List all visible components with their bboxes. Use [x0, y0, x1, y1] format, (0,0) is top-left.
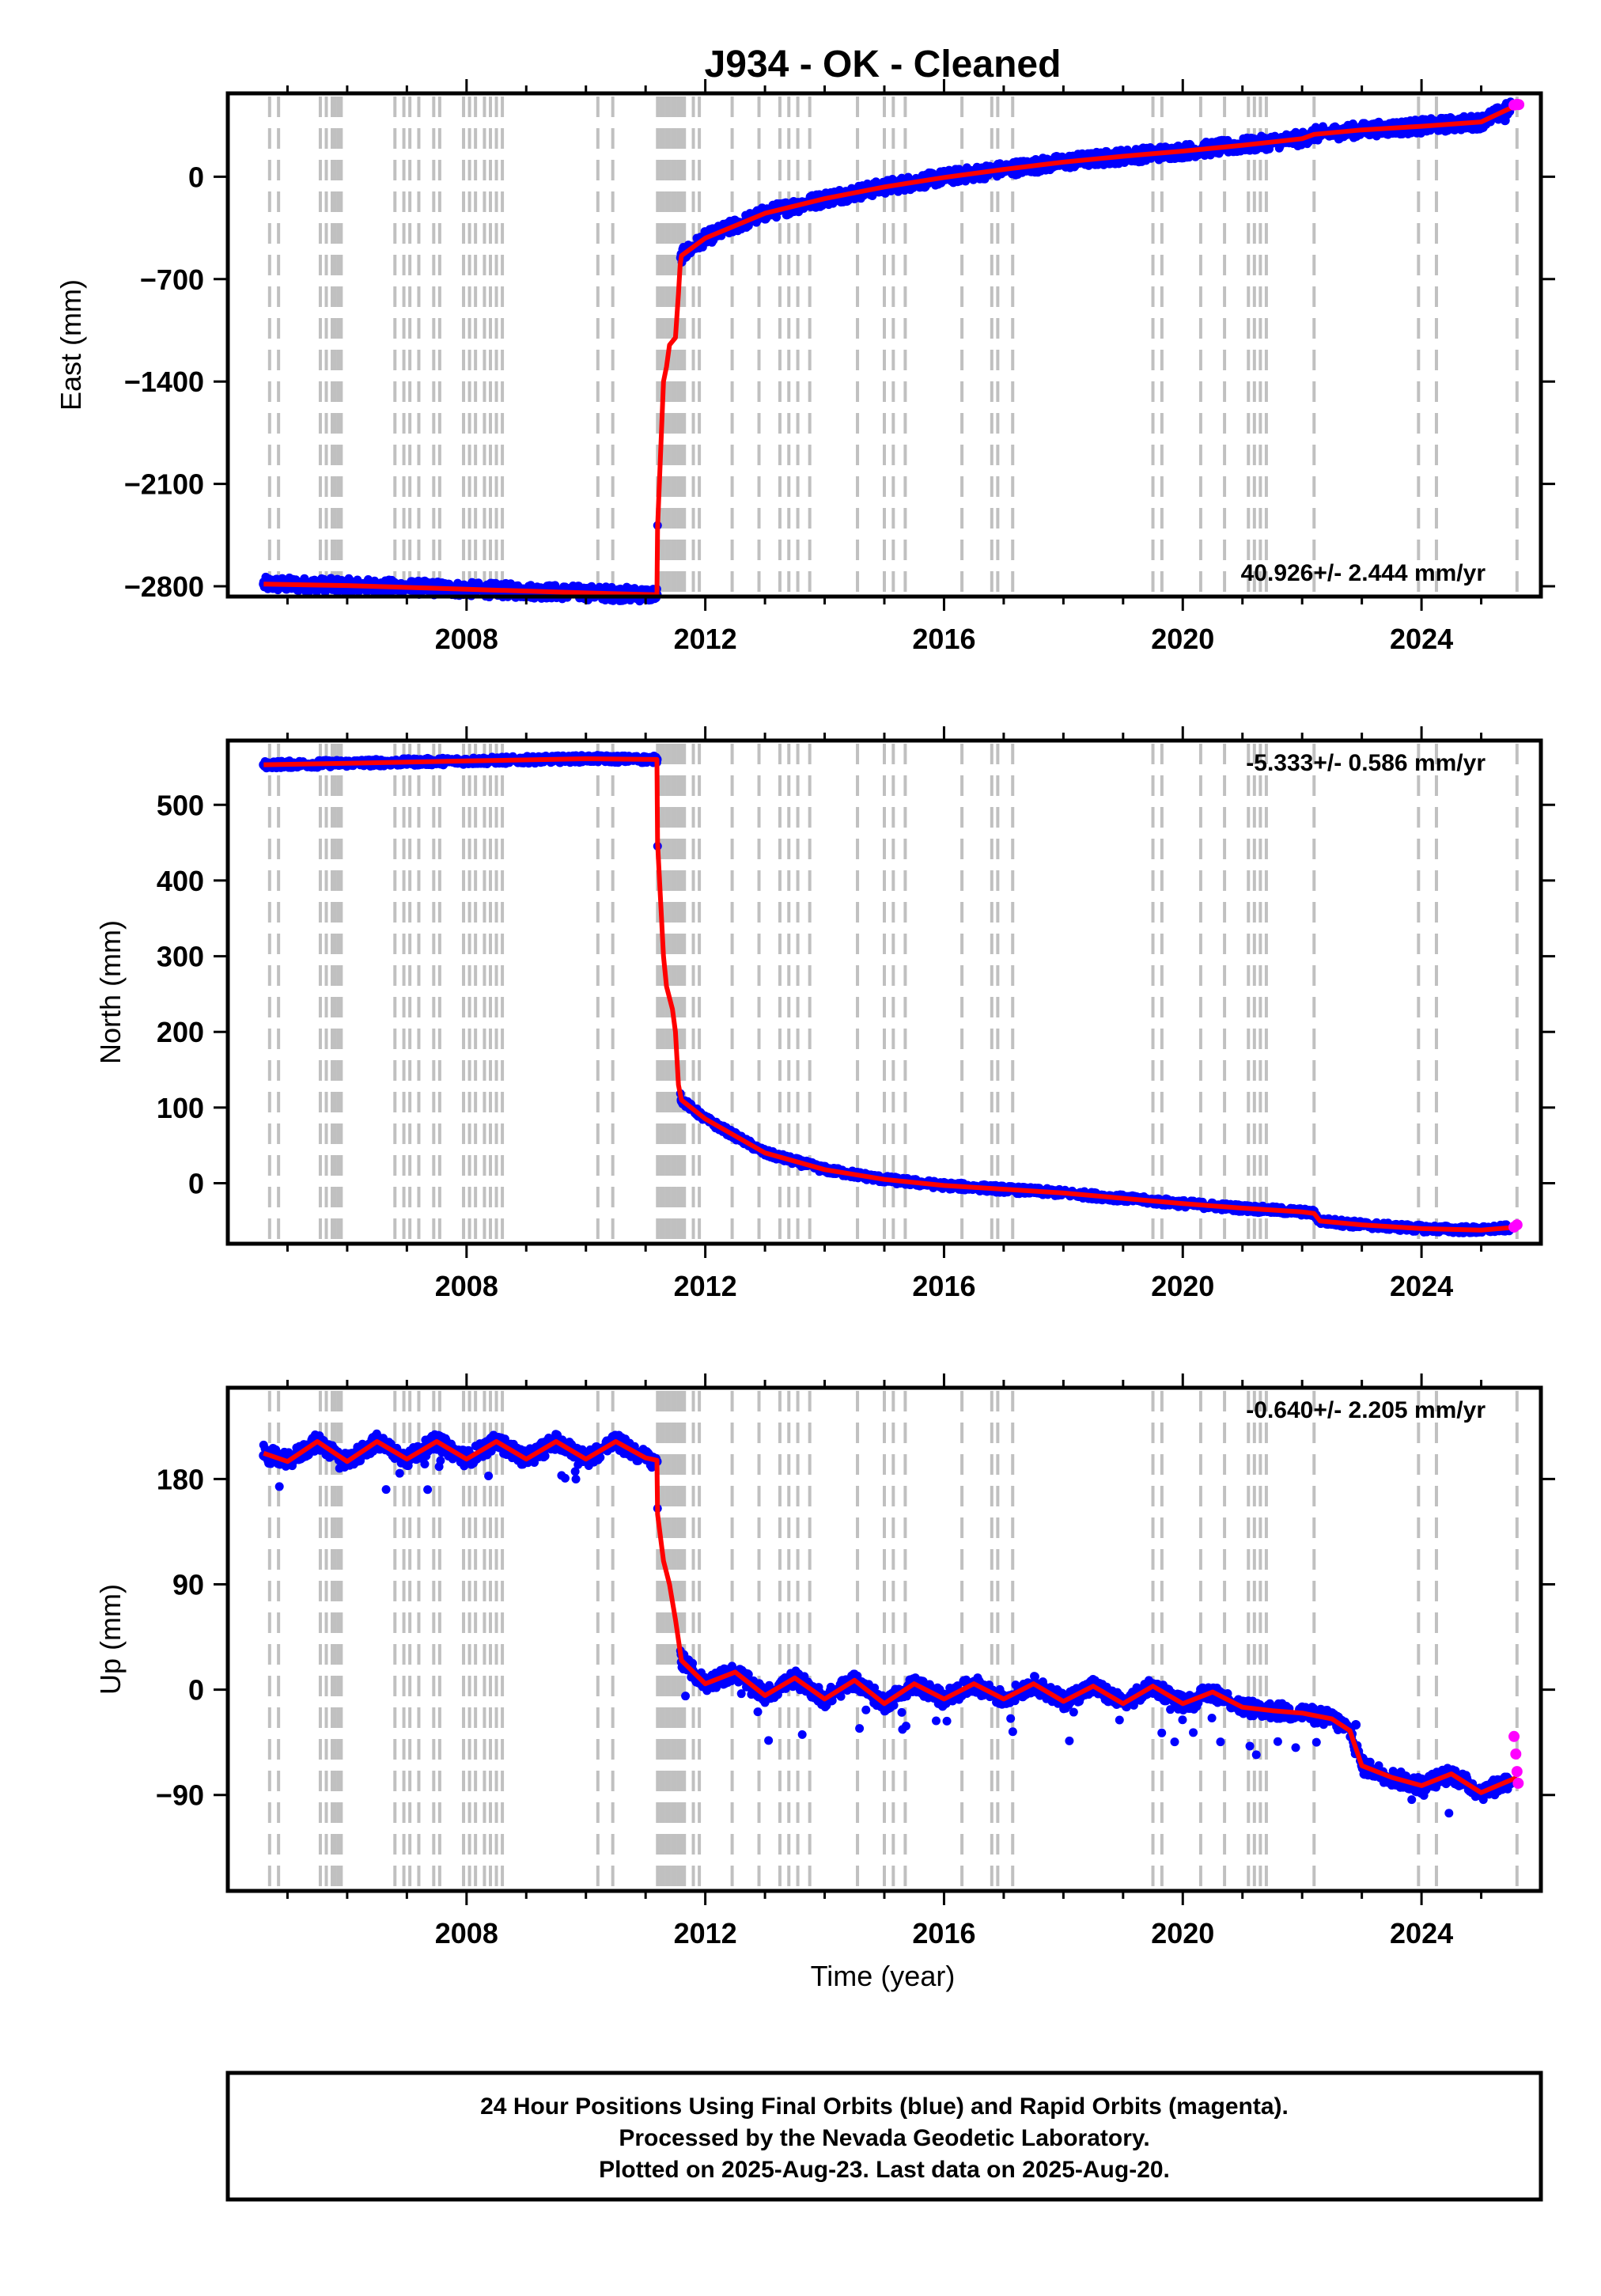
final-orbit-dot: [901, 1722, 910, 1731]
final-orbit-point-43: [1500, 116, 1510, 126]
y-tick-label: −2800: [124, 570, 204, 603]
rapid-orbit-point-1: [1511, 1219, 1523, 1231]
final-orbit-dot: [931, 1716, 941, 1726]
final-orbit-dot: [855, 1724, 865, 1733]
final-orbit-dot: [797, 1730, 807, 1739]
final-orbit-dot: [1008, 1727, 1017, 1737]
final-orbit-dot: [942, 1716, 952, 1726]
x-tick-label: 2008: [435, 1270, 498, 1302]
rapid-orbit-point-2: [1513, 99, 1525, 111]
y-axis-label: East (mm): [55, 279, 87, 411]
y-axis-label: North (mm): [94, 920, 127, 1064]
final-orbit-dot: [764, 1736, 774, 1745]
final-orbit-dot: [420, 1459, 430, 1468]
y-tick-label: 200: [157, 1016, 204, 1048]
final-orbit-dot: [897, 1707, 906, 1717]
y-tick-label: 500: [157, 789, 204, 821]
model-line: [263, 103, 1519, 597]
panel-east: 2008 2012 2016 2020 2024 0 −700 −1400 −2100 −2800…: [55, 79, 1555, 655]
y-tick-label: 100: [157, 1092, 204, 1124]
final-orbit-dot: [540, 1451, 550, 1461]
x-tick-label: 2008: [435, 623, 498, 655]
x-tick-label: 2016: [912, 623, 975, 655]
y-tick-label: 0: [188, 1167, 204, 1199]
x-tick-label: 2020: [1151, 623, 1214, 655]
x-tick-label: 2012: [674, 1270, 737, 1302]
y-tick-label: 0: [188, 161, 204, 193]
panel-north: 2008 2012 2016 2020 2024 0 100 200 300 400 500 Nort…: [94, 726, 1555, 1302]
x-tick-label: 2016: [912, 1270, 975, 1302]
final-orbit-dot: [423, 1485, 433, 1495]
final-orbit-dot: [753, 1707, 763, 1717]
final-orbit-dot: [1069, 1707, 1078, 1717]
final-orbit-dot: [560, 1473, 570, 1483]
final-orbit-dot: [681, 1692, 691, 1701]
x-tick-label: 2024: [1390, 623, 1453, 655]
final-orbit-dot: [436, 1456, 445, 1465]
y-tick-label: 400: [157, 865, 204, 897]
final-orbit-dot: [381, 1485, 391, 1495]
rate-label: -5.333+/- 0.586 mm/yr: [1246, 750, 1486, 776]
y-tick-label: −700: [140, 263, 204, 296]
y-tick-label: −1400: [124, 366, 204, 398]
x-tick-label: 2012: [674, 623, 737, 655]
final-orbit-dot: [484, 1471, 494, 1480]
y-tick-label: −2100: [124, 468, 204, 501]
final-orbit-dot: [571, 1474, 581, 1483]
final-orbit-dot: [1006, 1714, 1016, 1723]
rate-label: 40.926+/- 2.444 mm/yr: [1241, 560, 1486, 586]
figure-title: J934 - OK - Cleaned: [705, 44, 1062, 85]
y-tick-label: 300: [157, 941, 204, 973]
final-orbit-dot: [274, 1482, 284, 1491]
final-orbit-dot: [861, 1705, 871, 1714]
final-orbit-dot: [395, 1468, 404, 1478]
final-orbit-dot: [1065, 1736, 1074, 1745]
x-tick-label: 2024: [1390, 1270, 1453, 1302]
x-tick-label: 2020: [1151, 1270, 1214, 1302]
